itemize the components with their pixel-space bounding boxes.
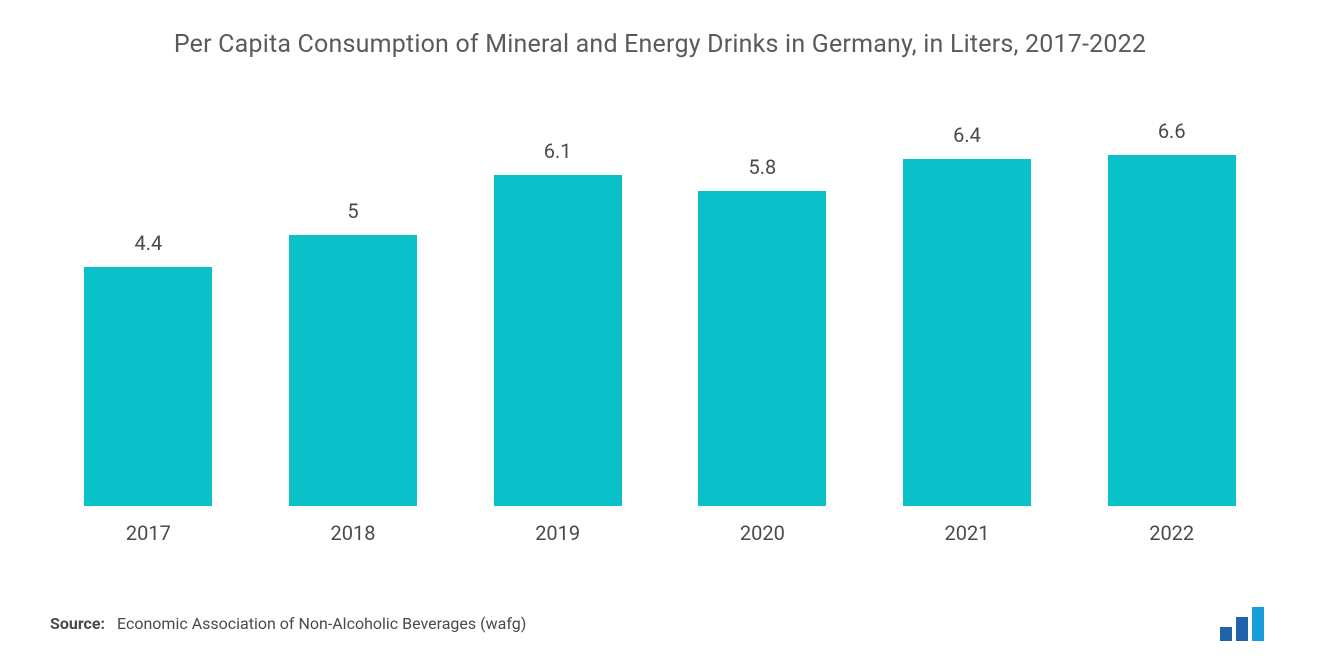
bar-value-label: 6.1 xyxy=(544,139,572,163)
bar xyxy=(903,159,1031,506)
chart-footer: Source: Economic Association of Non-Alco… xyxy=(46,605,1274,645)
bar-slot: 6.1 xyxy=(455,119,660,506)
bar-slot: 5.8 xyxy=(660,119,865,506)
bar-value-label: 4.4 xyxy=(134,231,162,255)
bar-value-label: 6.6 xyxy=(1158,119,1186,143)
source-label: Source: xyxy=(50,614,105,633)
x-axis-label: 2021 xyxy=(865,521,1070,545)
x-axis-label: 2019 xyxy=(455,521,660,545)
plot-area: 4.4 5 6.1 5.8 6.4 6.6 xyxy=(46,119,1274,605)
x-axis-label: 2018 xyxy=(251,521,456,545)
bar-slot: 5 xyxy=(251,119,456,506)
bar xyxy=(1108,155,1236,506)
x-axis-label: 2017 xyxy=(46,521,251,545)
source-text: Economic Association of Non-Alcoholic Be… xyxy=(117,614,526,633)
bar xyxy=(84,267,212,506)
x-axis-label: 2020 xyxy=(660,521,865,545)
bar-value-label: 6.4 xyxy=(953,123,981,147)
source-line: Source: Economic Association of Non-Alco… xyxy=(50,614,526,633)
bar xyxy=(289,235,417,506)
bar-slot: 6.4 xyxy=(865,119,1070,506)
chart-container: Per Capita Consumption of Mineral and En… xyxy=(0,0,1320,665)
bar-slot: 4.4 xyxy=(46,119,251,506)
x-axis: 2017 2018 2019 2020 2021 2022 xyxy=(46,521,1274,545)
chart-title: Per Capita Consumption of Mineral and En… xyxy=(46,30,1274,59)
bars-row: 4.4 5 6.1 5.8 6.4 6.6 xyxy=(46,119,1274,507)
bar xyxy=(494,175,622,506)
bar-slot: 6.6 xyxy=(1069,119,1274,506)
bar xyxy=(698,191,826,506)
brand-logo-icon xyxy=(1220,605,1270,641)
bar-value-label: 5 xyxy=(347,199,358,223)
x-axis-label: 2022 xyxy=(1069,521,1274,545)
bar-value-label: 5.8 xyxy=(748,155,776,179)
